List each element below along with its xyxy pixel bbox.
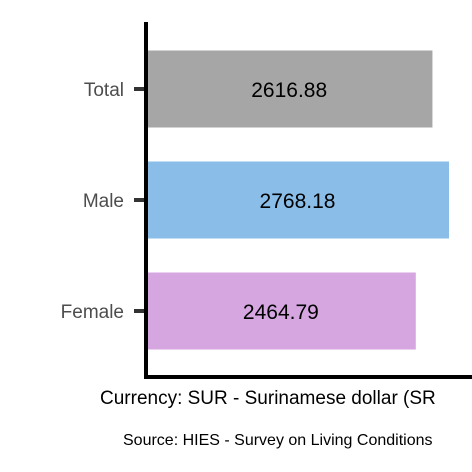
value-label-male: 2768.18 <box>260 190 336 213</box>
category-label-female: Female <box>61 302 124 323</box>
bar-male <box>146 161 449 239</box>
x-axis-title: Currency: SUR - Surinamese dollar (SR <box>100 388 436 409</box>
value-label-female: 2464.79 <box>243 301 319 324</box>
source-caption: Source: HIES - Survey on Living Conditio… <box>123 432 432 449</box>
bar-female <box>146 272 416 350</box>
category-labels-group: Total Male Female <box>61 80 124 323</box>
value-labels-group: 2616.88 2768.18 2464.79 <box>243 79 336 324</box>
bar-total <box>146 50 433 128</box>
value-label-total: 2616.88 <box>251 79 327 102</box>
category-label-total: Total <box>84 80 124 101</box>
bars-group <box>146 50 449 350</box>
category-label-male: Male <box>83 191 124 212</box>
